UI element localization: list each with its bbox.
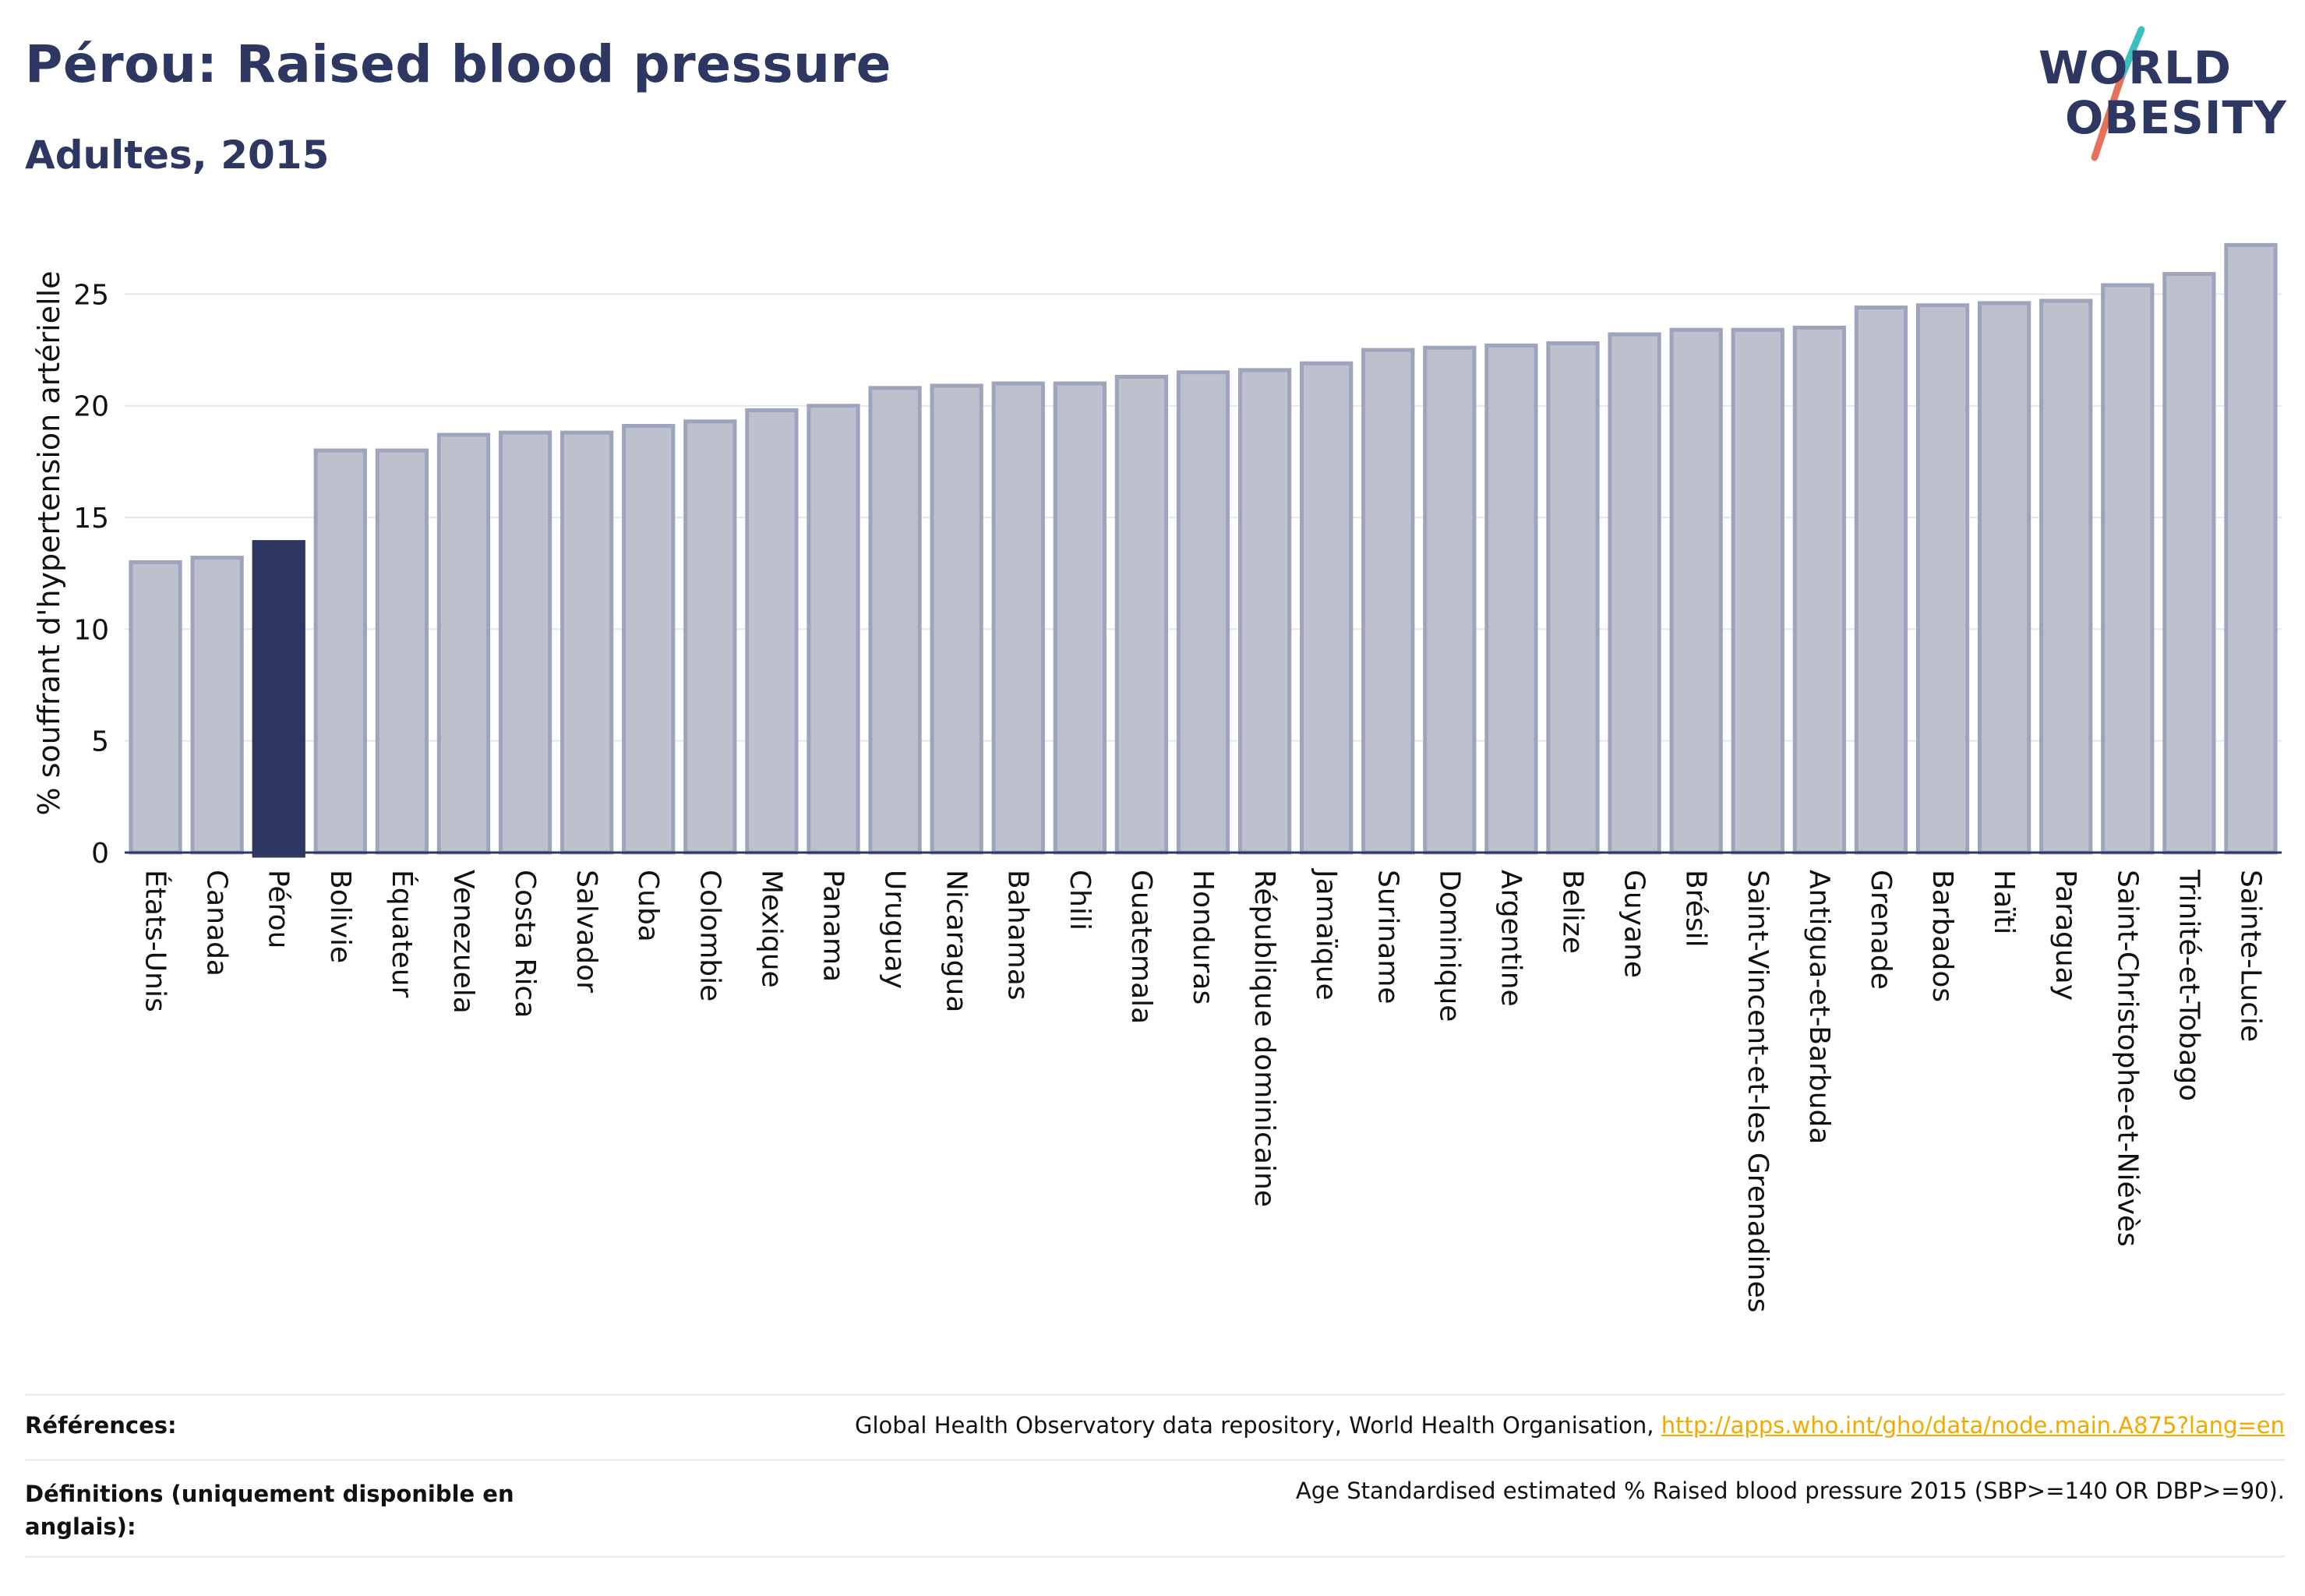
x-tick-label: États-Unis — [139, 870, 172, 1012]
y-tick-label: 15 — [73, 503, 109, 535]
bar — [1176, 370, 1230, 855]
x-tick-label: Bahamas — [1002, 870, 1034, 1001]
definitions-label: Définitions (uniquement disponible en an… — [25, 1481, 514, 1540]
bar — [1915, 303, 1970, 855]
bar — [375, 448, 429, 855]
references-row: Références: Global Health Observatory da… — [25, 1412, 2285, 1451]
x-tick-label: Bolivie — [324, 870, 356, 963]
bar — [1300, 361, 1354, 855]
definitions-value: Age Standardised estimated % Raised bloo… — [1295, 1478, 2285, 1504]
bar — [498, 430, 552, 855]
bar — [1854, 305, 1908, 855]
x-tick-label: Haïti — [1988, 870, 2020, 934]
x-tick-label: Pérou — [263, 870, 295, 948]
bar — [1669, 327, 1723, 855]
x-tick-label: Honduras — [1187, 870, 1219, 1005]
footer-divider — [25, 1393, 2285, 1396]
bar — [1731, 327, 1784, 855]
bar — [622, 424, 676, 855]
bar — [1977, 301, 2031, 855]
x-tick-label: Uruguay — [879, 870, 911, 989]
x-tick-label: Chili — [1064, 870, 1096, 930]
bar — [1792, 325, 1846, 855]
footer-divider — [25, 1555, 2285, 1558]
x-tick-label: Venezuela — [447, 870, 479, 1014]
x-tick-label: Grenade — [1865, 870, 1897, 990]
bar — [1484, 343, 1538, 855]
bar — [868, 386, 922, 855]
x-tick-label: Guatemala — [1125, 870, 1157, 1024]
logo-line2: OBESITY — [2065, 91, 2288, 144]
footer-divider — [25, 1459, 2285, 1461]
x-tick-label: Colombie — [694, 870, 725, 1001]
x-tick-label: Panama — [817, 870, 849, 982]
x-tick-label: Argentine — [1495, 870, 1527, 1007]
bar — [1053, 381, 1107, 855]
x-tick-labels: États-Unis Canada Pérou Bolivie Équateur Vene… — [139, 868, 2267, 1312]
references-link[interactable]: http://apps.who.int/gho/data/node.main.A… — [1661, 1412, 2285, 1439]
x-tick-label: Suriname — [1371, 870, 1403, 1005]
x-tick-label: Saint-Vincent-et-les Grenadines — [1742, 870, 1774, 1312]
bar — [930, 383, 983, 855]
bar — [2101, 283, 2155, 855]
bar — [190, 556, 244, 855]
references-value: Global Health Observatory data repositor… — [855, 1412, 2285, 1439]
x-tick-label: Antigua-et-Barbuda — [1803, 870, 1835, 1144]
bar — [560, 430, 614, 855]
x-tick-label: Jamaïque — [1310, 868, 1342, 1001]
x-tick-label: Cuba — [632, 870, 664, 942]
bar — [1423, 345, 1477, 855]
bar — [683, 419, 737, 855]
logo-line1: WORLD — [2038, 41, 2233, 94]
bar — [1546, 341, 1600, 855]
y-tick-label: 5 — [91, 726, 109, 758]
bar — [129, 560, 182, 855]
bar — [991, 381, 1045, 855]
x-tick-label: Saint-Christophe-et-Niévès — [2111, 870, 2143, 1247]
y-axis-label: % souffrant d'hypertension artérielle — [32, 270, 66, 815]
x-tick-label: Barbados — [1926, 870, 1958, 1002]
x-tick-label: Paraguay — [2049, 870, 2081, 1001]
x-tick-label: Équateur — [386, 870, 418, 998]
x-tick-label: Guyane — [1618, 870, 1650, 978]
y-tick-label: 10 — [73, 614, 109, 646]
logo-slash-icon — [2091, 26, 2145, 161]
bar — [1114, 374, 1169, 855]
x-tick-label: Sainte-Lucie — [2234, 870, 2266, 1042]
x-tick-label: Salvador — [570, 870, 602, 993]
bars — [129, 242, 2278, 858]
bar — [745, 408, 799, 855]
bar-highlighted — [252, 540, 305, 858]
references-text: Global Health Observatory data repositor… — [854, 1412, 1661, 1439]
x-tick-label: République dominicaine — [1248, 870, 1280, 1207]
bar — [1361, 348, 1415, 855]
bar — [436, 433, 491, 855]
bar — [2039, 298, 2093, 855]
bar — [807, 404, 860, 855]
bar — [1237, 368, 1292, 855]
world-obesity-logo: WORLD OBESITY — [2034, 23, 2291, 164]
x-tick-label: Costa Rica — [509, 870, 541, 1018]
bar — [313, 448, 367, 855]
x-tick-label: Brésil — [1680, 870, 1712, 948]
x-tick-label: Trinité-et-Tobago — [2173, 869, 2204, 1101]
x-tick-label: Dominique — [1433, 870, 1465, 1022]
y-tick-label: 25 — [73, 279, 109, 311]
page-title: Pérou: Raised blood pressure — [25, 34, 891, 94]
page-subtitle: Adultes, 2015 — [25, 132, 330, 178]
bar — [2162, 272, 2216, 855]
x-tick-label: Mexique — [755, 870, 787, 988]
definitions-row: Définitions (uniquement disponible en an… — [25, 1478, 2285, 1548]
x-tick-label: Nicaragua — [941, 870, 972, 1012]
x-tick-label: Belize — [1557, 870, 1589, 954]
bar — [1608, 332, 1661, 855]
bar — [2224, 242, 2278, 855]
y-tick-label: 20 — [73, 391, 109, 423]
references-label: Références: — [25, 1412, 177, 1439]
x-tick-label: Canada — [201, 870, 233, 976]
y-tick-label: 0 — [91, 838, 109, 870]
